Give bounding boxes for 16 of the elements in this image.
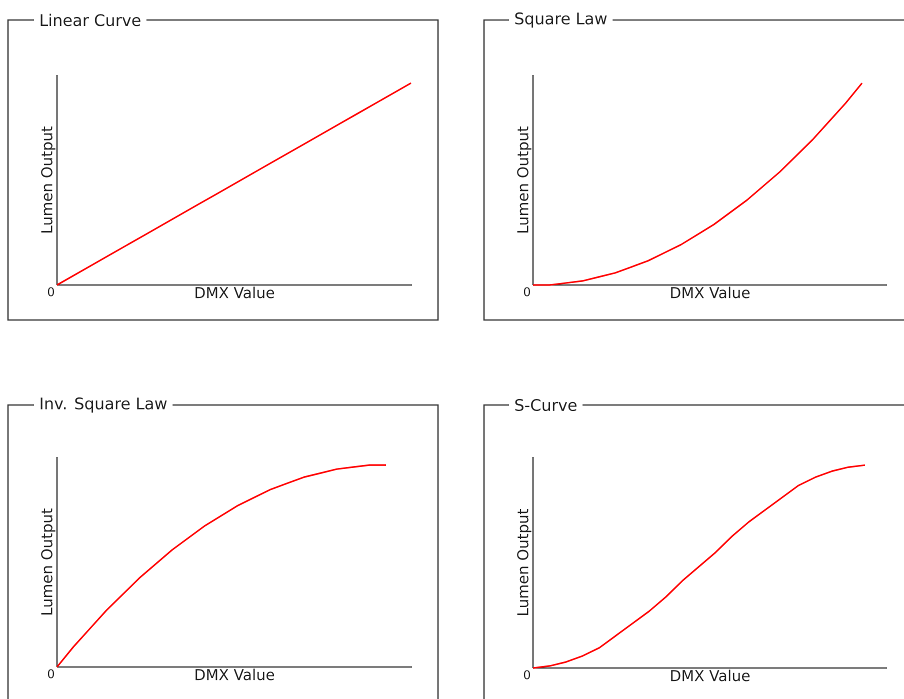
text: 0 (48, 669, 54, 678)
x-axis-title: DMX Value (196, 668, 274, 680)
text: 0 (48, 287, 54, 296)
text: 0 (524, 287, 530, 296)
text: 0 (524, 670, 530, 680)
chart-title: S-Curve (515, 398, 576, 412)
x-axis-title: DMX Value (196, 286, 274, 298)
y-axis-title: Lumen Output (41, 126, 56, 232)
chart-title: Linear Curve (40, 14, 140, 26)
chart-title: Inv. Square Law (40, 397, 167, 413)
x-axis-title: DMX Value (671, 286, 750, 298)
y-axis-title: Lumen Output (517, 508, 532, 615)
y-axis-title: Lumen Output (517, 126, 532, 232)
x-axis-title: DMX Value (671, 670, 750, 682)
y-axis-title: Lumen Output (41, 508, 56, 614)
chart-title: Square Law (515, 12, 607, 28)
